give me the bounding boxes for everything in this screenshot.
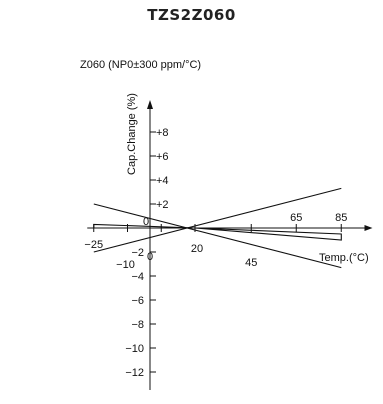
y-tick-label: −12 bbox=[125, 367, 144, 379]
x-tick-label: −10 bbox=[116, 259, 135, 271]
x-axis-label: Temp.(°C) bbox=[319, 252, 369, 264]
series-line-2 bbox=[93, 187, 342, 253]
y-axis-arrow bbox=[147, 100, 153, 109]
x-tick-label: 20 bbox=[191, 243, 203, 255]
y-tick-label: +8 bbox=[156, 127, 169, 139]
chart-title: TZS2Z060 bbox=[147, 6, 236, 24]
y-tick-label: +6 bbox=[156, 151, 169, 163]
series-band bbox=[93, 223, 342, 241]
origin-label: 0 bbox=[143, 216, 149, 228]
y-tick-label: −4 bbox=[131, 271, 144, 283]
y-tick-label: +4 bbox=[156, 175, 169, 187]
x-tick-label: 65 bbox=[290, 212, 302, 224]
y-tick-label: −6 bbox=[131, 295, 144, 307]
chart-subtitle: Z060 (NP0±300 ppm/°C) bbox=[80, 59, 201, 71]
x-axis-arrow bbox=[364, 225, 373, 231]
x-tick-label: −25 bbox=[84, 239, 103, 251]
x-tick-label: 85 bbox=[335, 212, 347, 224]
y-tick-label: −8 bbox=[131, 319, 144, 331]
y-tick-label: +2 bbox=[156, 199, 169, 211]
y-tick-label: −10 bbox=[125, 343, 144, 355]
y-tick-label: −2 bbox=[131, 247, 144, 259]
x-tick-label: 0 bbox=[147, 251, 153, 263]
y-axis-label: Cap.Change (%) bbox=[126, 93, 138, 175]
series-line-1 bbox=[93, 203, 342, 269]
x-tick-label: 45 bbox=[245, 257, 257, 269]
